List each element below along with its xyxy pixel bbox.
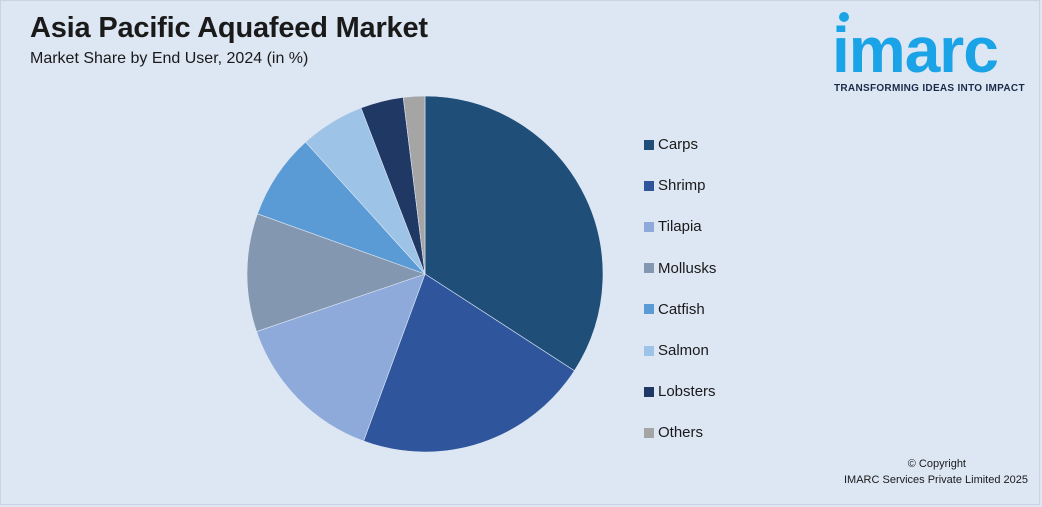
legend-label: Mollusks bbox=[658, 259, 717, 277]
legend-label: Lobsters bbox=[658, 383, 716, 401]
legend-item-carps: Carps bbox=[644, 124, 716, 165]
legend-swatch bbox=[644, 263, 654, 274]
legend-swatch bbox=[644, 180, 654, 191]
logo-dot-icon bbox=[839, 12, 849, 22]
pie-slice-carps bbox=[424, 95, 604, 372]
pie-slice-tilapia bbox=[256, 273, 426, 442]
logo-tagline: TRANSFORMING IDEAS INTO IMPACT bbox=[834, 83, 1025, 94]
legend-swatch bbox=[644, 139, 654, 150]
legend-label: Others bbox=[658, 424, 704, 442]
logo-wordmark: imarc bbox=[832, 14, 999, 86]
pie-slice-mollusks bbox=[246, 213, 426, 332]
legend-item-salmon: Salmon bbox=[644, 330, 716, 371]
legend-label: Catfish bbox=[658, 300, 705, 318]
copyright-label: © Copyright bbox=[907, 458, 966, 470]
legend-item-lobsters: Lobsters bbox=[644, 371, 716, 412]
legend-item-catfish: Catfish bbox=[644, 289, 716, 330]
legend-label: Salmon bbox=[658, 342, 709, 360]
legend-item-mollusks: Mollusks bbox=[644, 248, 716, 289]
legend-swatch bbox=[644, 221, 654, 232]
chart-subtitle: Market Share by End User, 2024 (in %) bbox=[30, 50, 309, 67]
chart-legend: Carps Shrimp Tilapia Mollusks Catfish Salmon L… bbox=[644, 124, 716, 454]
legend-label: Shrimp bbox=[658, 177, 706, 195]
legend-swatch bbox=[644, 345, 654, 356]
legend-item-shrimp: Shrimp bbox=[644, 165, 716, 206]
copyright-company: IMARC Services Private Limited 2025 bbox=[843, 474, 1028, 486]
pie-slice-shrimp bbox=[363, 273, 575, 453]
legend-swatch bbox=[644, 386, 654, 397]
imarc-logo: imarc TRANSFORMING IDEAS INTO IMPACT bbox=[832, 10, 1032, 100]
copyright-notice: © Copyright IMARC Services Private Limit… bbox=[844, 456, 1028, 488]
legend-swatch bbox=[644, 427, 654, 438]
legend-item-others: Others bbox=[644, 412, 716, 453]
pie-slice-others bbox=[402, 95, 426, 275]
chart-title: Asia Pacific Aquafeed Market bbox=[30, 12, 428, 44]
legend-swatch bbox=[644, 304, 654, 315]
legend-label: Carps bbox=[658, 136, 699, 154]
legend-item-tilapia: Tilapia bbox=[644, 206, 716, 247]
legend-label: Tilapia bbox=[658, 218, 702, 236]
